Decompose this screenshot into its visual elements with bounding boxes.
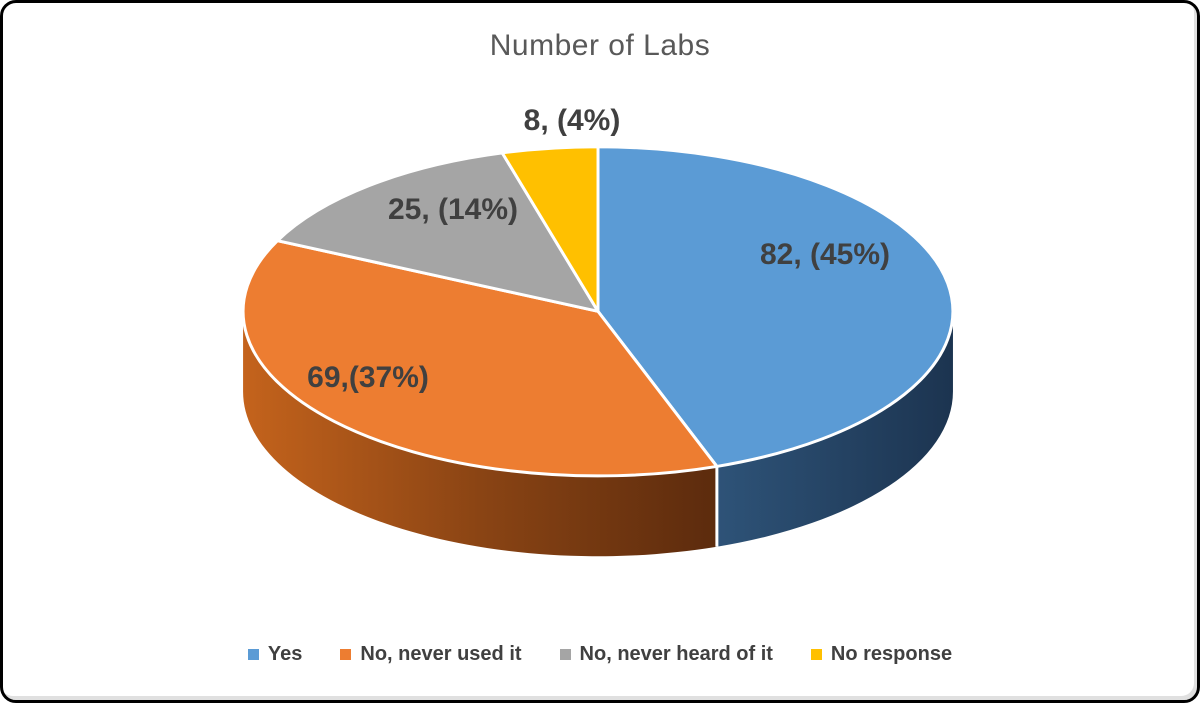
- pie-chart-canvas: [241, 145, 955, 557]
- legend: Yes No, never used it No, never heard of…: [3, 643, 1197, 666]
- data-label-no-never-used-it: 69,(37%): [307, 361, 429, 394]
- pie-slice-no-response[interactable]: [500, 145, 600, 313]
- legend-item-no-never-heard-of-it[interactable]: No, never heard of it: [559, 643, 773, 666]
- pie-slice-side-yes[interactable]: [716, 311, 953, 547]
- legend-swatch-icon: [340, 649, 352, 660]
- legend-label: No response: [830, 643, 953, 665]
- legend-item-no-response[interactable]: No response: [810, 643, 953, 666]
- legend-swatch-icon: [247, 649, 259, 660]
- chart-title: Number of Labs: [489, 29, 711, 62]
- data-label-yes: 82, (45%): [759, 238, 891, 271]
- legend-swatch-icon: [559, 649, 571, 660]
- data-label-no-never-heard-of-it: 25, (14%): [387, 193, 519, 226]
- pie-slice-no-never-heard-of-it[interactable]: [275, 151, 600, 313]
- pie-slice-side-no-never-used-it[interactable]: [243, 311, 717, 557]
- legend-label: No, never used it: [360, 643, 522, 665]
- pie-slice-no-never-used-it[interactable]: [241, 239, 719, 478]
- legend-label: Yes: [267, 643, 303, 665]
- legend-label: No, never heard of it: [579, 643, 773, 665]
- legend-item-no-never-used-it[interactable]: No, never used it: [340, 643, 522, 666]
- pie-slice-yes[interactable]: [596, 145, 955, 468]
- legend-swatch-icon: [810, 649, 822, 660]
- data-label-no-response: 8, (4%): [523, 104, 621, 137]
- legend-item-yes[interactable]: Yes: [247, 643, 303, 666]
